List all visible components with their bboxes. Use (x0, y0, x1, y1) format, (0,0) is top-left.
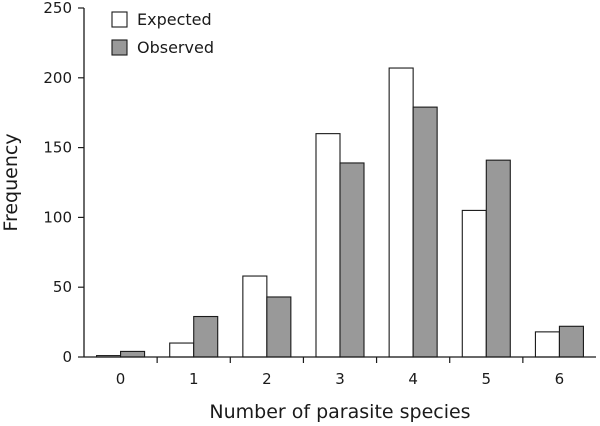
bar-observed-1 (193, 315, 219, 358)
y-axis-title: Frequency (0, 133, 22, 231)
x-tick-label: 6 (555, 370, 565, 388)
bar-expected-1 (169, 342, 195, 358)
y-tick-label: 50 (53, 278, 72, 296)
bar-observed-3 (339, 162, 365, 358)
x-axis-title: Number of parasite species (209, 401, 470, 423)
legend: Expected Observed (111, 10, 214, 57)
bar-series (96, 67, 584, 358)
y-tick-label: 250 (43, 0, 72, 17)
legend-swatch-observed (111, 39, 128, 56)
x-tick-label: 0 (116, 370, 126, 388)
x-tick-label: 2 (262, 370, 272, 388)
bar-expected-6 (534, 331, 560, 358)
bar-expected-4 (388, 67, 414, 358)
y-tick-label: 150 (43, 139, 72, 157)
bar-observed-2 (266, 296, 292, 358)
x-tick-label: 1 (189, 370, 199, 388)
legend-label-observed: Observed (137, 38, 214, 57)
x-tick-label: 4 (408, 370, 418, 388)
bar-expected-5 (461, 209, 487, 358)
bar-observed-6 (558, 325, 584, 358)
y-tick-label: 200 (43, 69, 72, 87)
bar-expected-3 (315, 133, 341, 358)
bar-expected-2 (242, 275, 268, 358)
x-tick-label: 3 (335, 370, 345, 388)
bar-observed-5 (485, 159, 511, 358)
y-tick-label: 100 (43, 208, 72, 226)
x-tick-label: 5 (482, 370, 492, 388)
y-tick-label: 0 (62, 348, 72, 366)
legend-label-expected: Expected (137, 10, 212, 29)
y-axis-ticks: 0 50 100 150 200 250 (43, 0, 84, 366)
legend-swatch-expected (111, 11, 128, 28)
bar-observed-4 (412, 106, 438, 358)
bar-observed-0 (120, 350, 146, 358)
x-axis-ticks: 0 1 2 3 4 5 6 (116, 357, 564, 388)
